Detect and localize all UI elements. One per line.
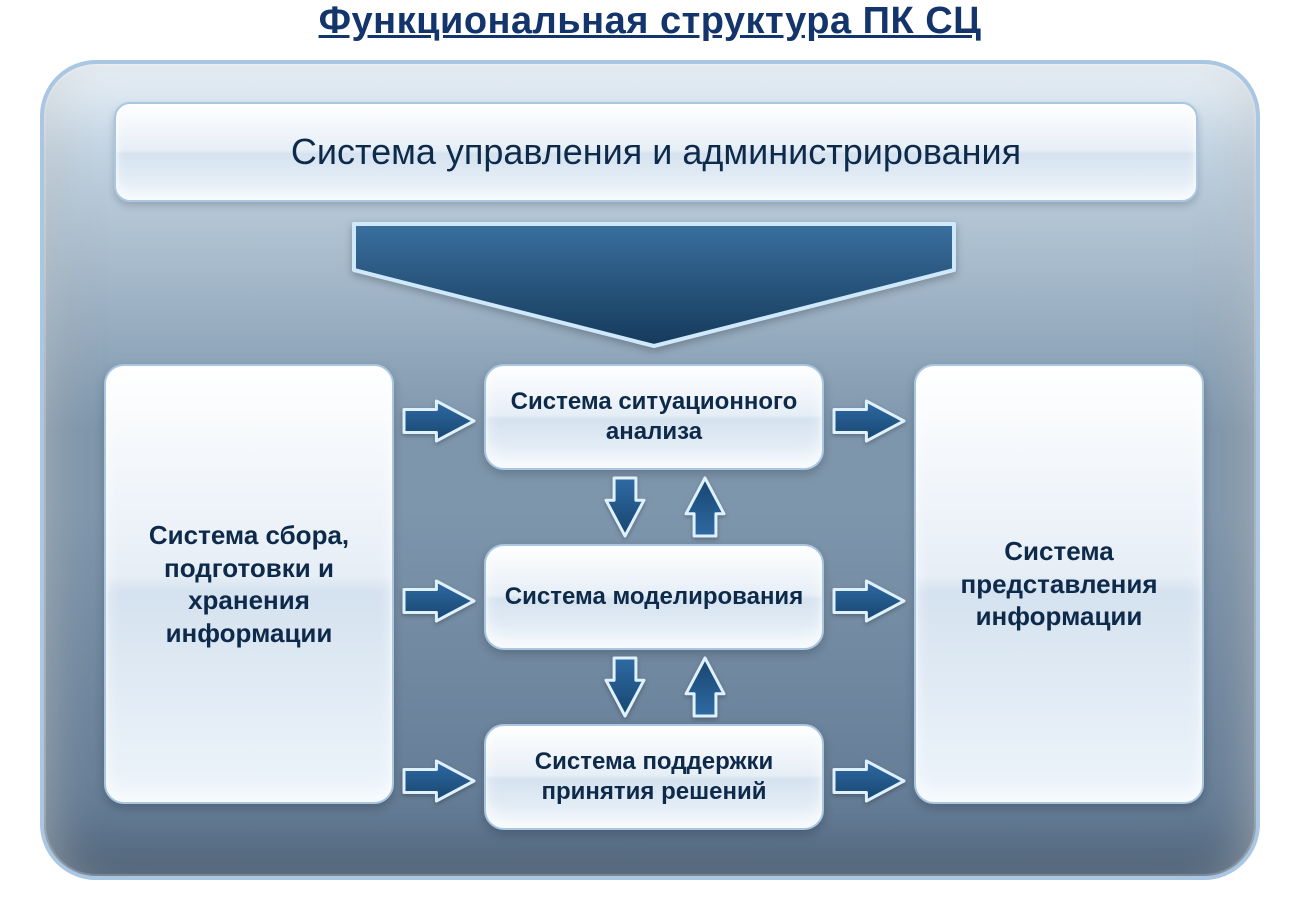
node-modeling: Система моделирования bbox=[484, 544, 824, 650]
arrow-up-icon bbox=[684, 656, 726, 723]
node-label: Система сбора, подготовки и хранения инф… bbox=[120, 519, 378, 649]
header-box: Система управления и администрирования bbox=[114, 102, 1198, 202]
arrow-right-icon bbox=[402, 759, 476, 808]
big-down-arrow-icon bbox=[344, 214, 964, 354]
diagram-panel: Система управления и администрирования С… bbox=[40, 60, 1260, 880]
arrow-right-icon bbox=[402, 399, 476, 448]
node-situational-analysis: Система ситуационного анализа bbox=[484, 364, 824, 470]
node-label: Система представления информации bbox=[930, 535, 1188, 633]
page-title: Функциональная структура ПК СЦ bbox=[0, 0, 1300, 43]
arrow-right-icon bbox=[832, 759, 906, 808]
node-presentation: Система представления информации bbox=[914, 364, 1204, 804]
node-label: Система поддержки принятия решений bbox=[500, 747, 808, 807]
node-data-collection: Система сбора, подготовки и хранения инф… bbox=[104, 364, 394, 804]
header-label: Система управления и администрирования bbox=[291, 131, 1021, 173]
arrow-right-icon bbox=[832, 399, 906, 448]
arrow-down-icon bbox=[604, 476, 646, 543]
arrow-right-icon bbox=[832, 579, 906, 628]
node-label: Система моделирования bbox=[505, 582, 803, 612]
node-decision-support: Система поддержки принятия решений bbox=[484, 724, 824, 830]
arrow-down-icon bbox=[604, 656, 646, 723]
arrow-right-icon bbox=[402, 579, 476, 628]
arrow-up-icon bbox=[684, 476, 726, 543]
node-label: Система ситуационного анализа bbox=[500, 387, 808, 447]
